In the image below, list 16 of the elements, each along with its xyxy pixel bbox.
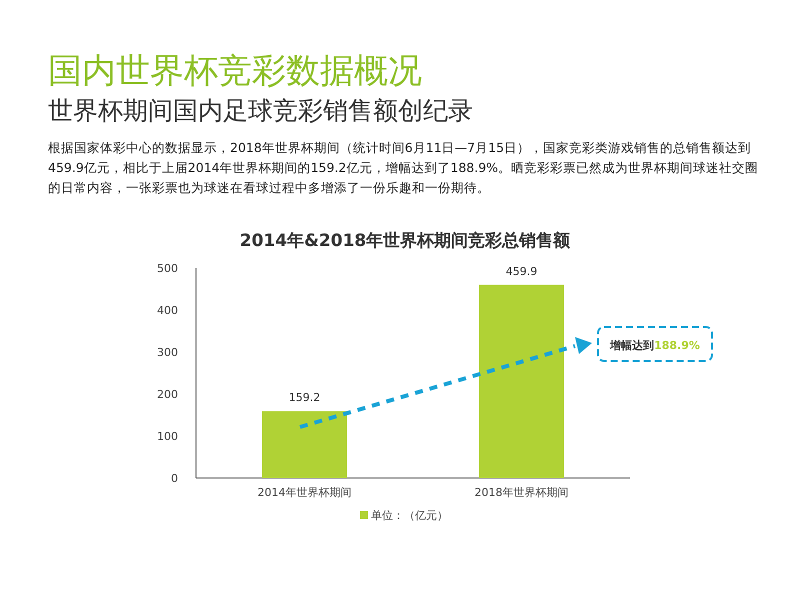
y-tick-label: 400 — [157, 304, 178, 317]
y-tick-label: 300 — [157, 346, 178, 359]
y-tick-label: 100 — [157, 430, 178, 443]
y-tick-label: 0 — [171, 472, 178, 485]
x-tick-label: 2018年世界杯期间 — [474, 486, 568, 499]
text: 根据国家体彩中心的数据显示，2018年世界杯期间（统计时间6月11日—7月15日），国家竞彩类游戏销售的总销售额达到459.9亿元，相比于上届2014年世界杯期间的159.2亿元，增幅达到了188.9%。晒竞彩彩票已然成为世界杯期间球迷社交圈的日常内容，一张彩票也为球迷在看球过程中多增添了一份乐趣和一份期待。 — [48, 139, 760, 197]
data-label: 459.9 — [506, 264, 538, 278]
data-label: 159.2 — [288, 391, 320, 404]
y-tick-label: 200 — [157, 388, 178, 401]
x-tick-label: 2014年世界杯期间 — [258, 486, 352, 499]
chart-subtitle: 世界杯期间国内足球竞彩销售额创纪录 — [48, 95, 473, 127]
legend-label: 单位：（亿元） — [371, 509, 448, 522]
chart-title: 国内世界杯竞彩数据概况 — [48, 50, 422, 93]
text: 2014年&2018年世界杯期间竞彩总销售额 — [240, 231, 572, 251]
y-tick-label: 500 — [157, 262, 178, 275]
annotation: 增幅达到188.9% — [609, 339, 700, 352]
